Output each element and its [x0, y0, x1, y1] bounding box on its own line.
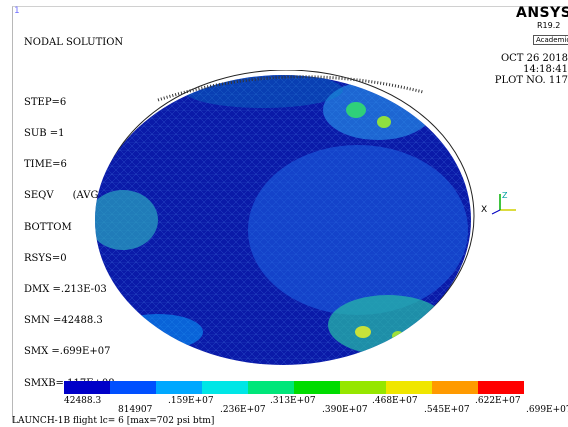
legend-label-high-1: 814907	[118, 405, 153, 415]
info-time: TIME=6	[24, 159, 67, 171]
legend-label-high-2: .236E+07	[220, 405, 266, 415]
legend-label-low-3: .313E+07	[270, 396, 316, 406]
disc-surface	[95, 75, 471, 365]
legend-band-1	[64, 381, 110, 394]
info-bottom: BOTTOM	[24, 221, 72, 233]
legend-band-2	[110, 381, 156, 394]
plot-title: NODAL SOLUTION	[24, 36, 124, 48]
legend-label-low-1: 42488.3	[64, 396, 102, 406]
info-seqv: SEQV (AVG)	[24, 190, 103, 202]
plot-stamp: OCT 26 2018 14:18:41 PLOT NO. 117	[486, 53, 568, 86]
triad-z-label: Z	[502, 191, 508, 200]
legend-band-4	[202, 381, 248, 394]
release-label: R19.2	[537, 21, 561, 30]
graphics-window[interactable]	[12, 6, 568, 422]
legend-band-5	[248, 381, 294, 394]
legend-band-6	[294, 381, 340, 394]
axis-triad: X Z	[480, 190, 520, 223]
legend-label-high-4: .545E+07	[424, 405, 470, 415]
legend-label-high-3: .390E+07	[322, 405, 368, 415]
plot-number: PLOT NO. 117	[494, 75, 568, 86]
info-smn: SMN =42488.3	[24, 315, 103, 327]
legend-band-7	[340, 381, 386, 394]
legend-band-9	[432, 381, 478, 394]
info-step: STEP=6	[24, 96, 67, 108]
license-badge: Academic	[533, 35, 568, 45]
info-smx: SMX =.699E+07	[24, 346, 111, 358]
window-number: 1	[14, 6, 20, 16]
plot-time: 14:18:41	[523, 64, 568, 75]
plot-caption: LAUNCH-1B flight lc= 6 [max=702 psi btm]	[12, 416, 215, 426]
info-sub: SUB =1	[24, 128, 65, 140]
legend-label-low-4: .468E+07	[372, 396, 418, 406]
info-dmx: DMX =.213E-03	[24, 284, 107, 296]
axis-triad-icon: X Z	[481, 191, 516, 215]
legend-label-high-5: .699E+07	[526, 405, 568, 415]
legend-band-8	[386, 381, 432, 394]
ansys-logo: ANSYS	[516, 5, 568, 21]
legend-band-3	[156, 381, 202, 394]
legend-label-low-5: .622E+07	[475, 396, 521, 406]
contour-legend-bar	[64, 381, 524, 394]
fe-model-contour-plot[interactable]	[88, 70, 478, 370]
plot-date: OCT 26 2018	[500, 53, 568, 64]
legend-label-low-2: .159E+07	[168, 396, 214, 406]
legend-band-10	[478, 381, 524, 394]
triad-x-label: X	[481, 205, 487, 215]
info-rsys: RSYS=0	[24, 252, 67, 264]
